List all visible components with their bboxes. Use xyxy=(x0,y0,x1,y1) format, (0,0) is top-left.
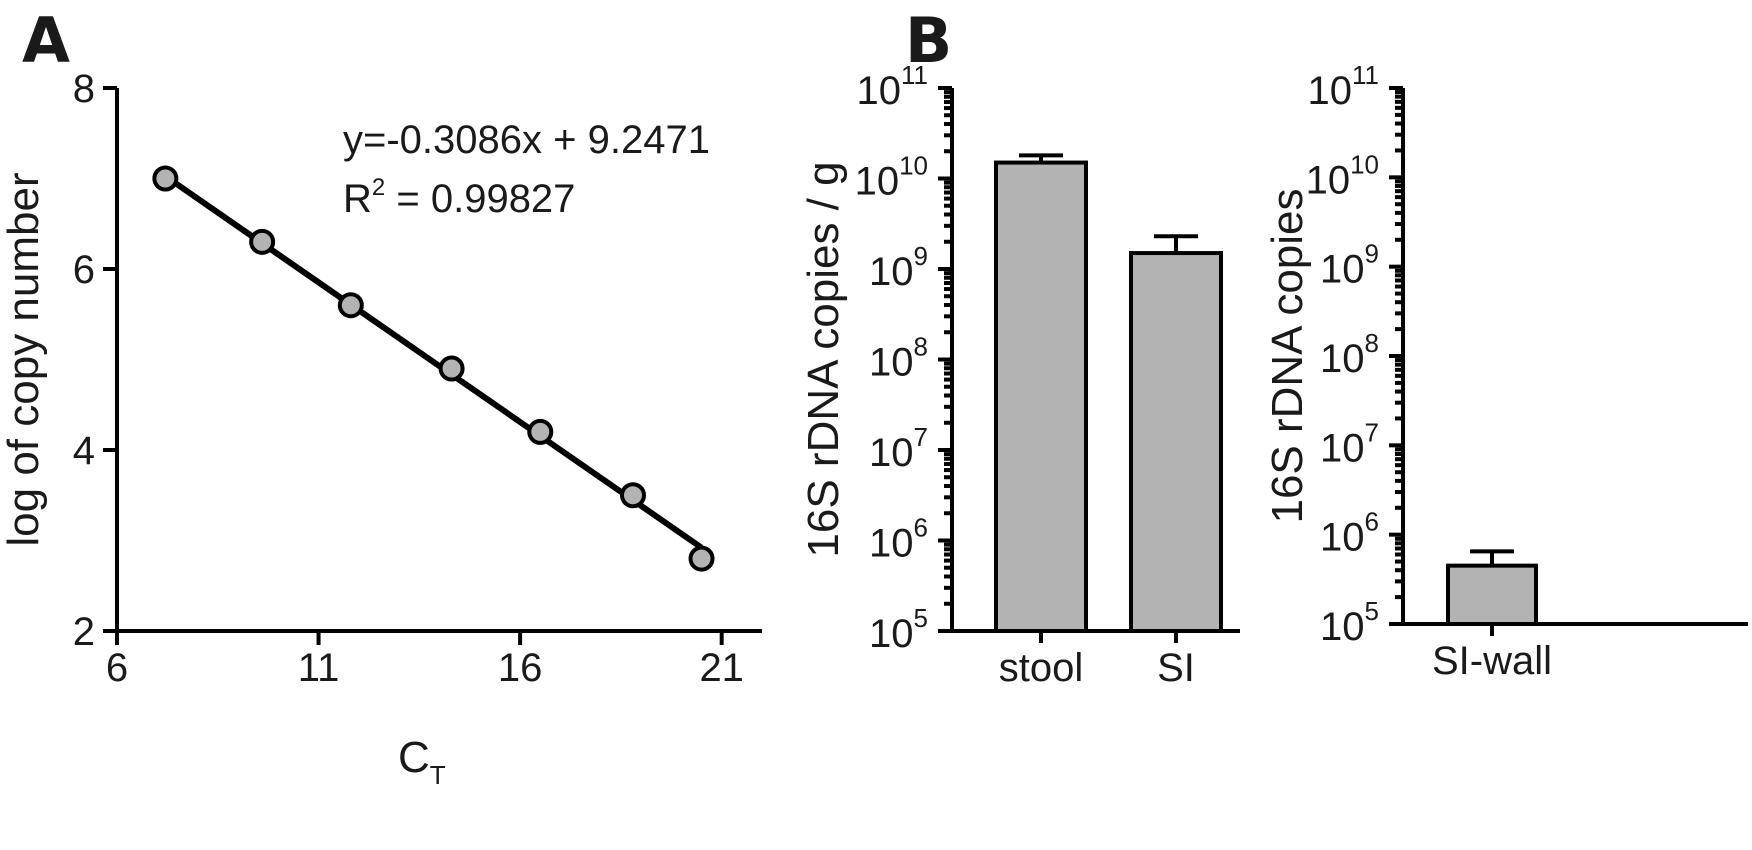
y-tick-base: 10 xyxy=(869,612,914,656)
x-category-label: SI-wall xyxy=(1432,639,1552,683)
x-category-label: SI xyxy=(1157,646,1195,690)
y-tick-exponent: 9 xyxy=(1365,239,1379,269)
panel-label-a: A xyxy=(22,4,70,77)
y-tick-base: 10 xyxy=(1306,158,1351,202)
bar xyxy=(1129,251,1223,633)
x-category-label: stool xyxy=(999,646,1084,690)
y-tick-label: 107 xyxy=(1320,417,1379,470)
data-point xyxy=(688,545,715,572)
y-tick-exponent: 10 xyxy=(1350,149,1379,179)
panel-a-y-tick-label: 2 xyxy=(73,610,95,654)
y-tick-base: 10 xyxy=(1308,69,1353,113)
data-point xyxy=(620,482,646,509)
panel-a-y-tick-label: 8 xyxy=(73,67,95,111)
r-squared-label: R xyxy=(343,177,372,221)
y-tick-label: 109 xyxy=(1320,239,1379,292)
panel-a-x-tick-label: 16 xyxy=(498,646,543,690)
y-tick-exponent: 7 xyxy=(914,422,928,452)
x-axis-title-main: C xyxy=(398,733,430,782)
panel-a-points xyxy=(152,165,715,572)
y-tick-label: 108 xyxy=(869,332,928,385)
y-tick-exponent: 9 xyxy=(914,241,928,271)
data-point xyxy=(527,418,554,445)
y-tick-label: 106 xyxy=(1320,507,1379,560)
r-squared-value: = 0.99827 xyxy=(385,177,575,221)
r-squared-superscript: 2 xyxy=(372,174,385,201)
panel-a-scatter-plot: 6 11 16 21 2 4 6 8 log of copy number CT y=-0.3… xyxy=(0,67,762,790)
y-tick-exponent: 10 xyxy=(899,151,928,181)
y-tick-exponent: 5 xyxy=(1365,596,1379,626)
y-tick-exponent: 6 xyxy=(1365,507,1379,537)
y-tick-base: 10 xyxy=(869,341,914,385)
y-tick-base: 10 xyxy=(1320,605,1365,649)
panel-label-b: B xyxy=(905,4,952,77)
y-tick-base: 10 xyxy=(869,250,914,294)
y-tick-exponent: 11 xyxy=(1352,60,1379,90)
y-tick-label: 1011 xyxy=(857,60,929,113)
x-axis-title-subscript: T xyxy=(430,760,446,790)
panel-a-y-axis-title: log of copy number xyxy=(0,172,48,546)
y-tick-base: 10 xyxy=(857,69,902,113)
panel-a-x-tick-label: 6 xyxy=(106,646,128,690)
data-point xyxy=(152,165,179,192)
y-tick-base: 10 xyxy=(1320,426,1365,470)
y-tick-exponent: 5 xyxy=(914,603,928,633)
panel-a-x-tick-label: 11 xyxy=(298,646,340,690)
y-tick-base: 10 xyxy=(869,522,914,566)
y-tick-base: 10 xyxy=(855,160,900,204)
y-tick-label: 106 xyxy=(869,513,928,566)
y-tick-exponent: 8 xyxy=(1365,328,1379,358)
panel-a-y-tick-label: 4 xyxy=(73,429,95,473)
r-squared-annotation: R2 = 0.99827 xyxy=(343,174,575,221)
data-point xyxy=(249,228,276,255)
y-tick-label: 109 xyxy=(869,241,928,294)
bar xyxy=(994,160,1088,633)
panel-a-x-tick-label: 21 xyxy=(699,646,744,690)
panel-a-x-axis-title: CT xyxy=(398,733,446,790)
y-tick-label: 1010 xyxy=(855,151,928,204)
regression-equation: y=-0.3086x + 9.2471 xyxy=(343,118,710,162)
data-point xyxy=(337,292,364,319)
y-tick-label: 107 xyxy=(869,422,928,475)
y-tick-label: 1011 xyxy=(1308,60,1380,113)
y-tick-label: 105 xyxy=(869,603,928,656)
panel-a-y-tick-label: 6 xyxy=(73,248,95,292)
y-tick-exponent: 11 xyxy=(901,60,928,90)
y-tick-exponent: 7 xyxy=(1365,417,1379,447)
panel-a-ticks: 6 11 16 21 2 4 6 8 xyxy=(73,67,744,690)
y-tick-base: 10 xyxy=(1320,516,1365,560)
bar xyxy=(1446,563,1538,627)
y-tick-exponent: 8 xyxy=(914,332,928,362)
y-tick-label: 1010 xyxy=(1306,149,1379,202)
y-tick-base: 10 xyxy=(869,431,914,475)
y-tick-base: 10 xyxy=(1320,248,1365,292)
y-tick-label: 105 xyxy=(1320,596,1379,649)
y-axis-title: 16S rDNA copies xyxy=(1263,188,1312,523)
y-tick-exponent: 6 xyxy=(914,513,928,543)
data-point xyxy=(438,355,465,382)
y-axis-title: 16S rDNA copies / g xyxy=(799,161,848,557)
y-tick-base: 10 xyxy=(1320,337,1365,381)
y-tick-label: 108 xyxy=(1320,328,1379,381)
